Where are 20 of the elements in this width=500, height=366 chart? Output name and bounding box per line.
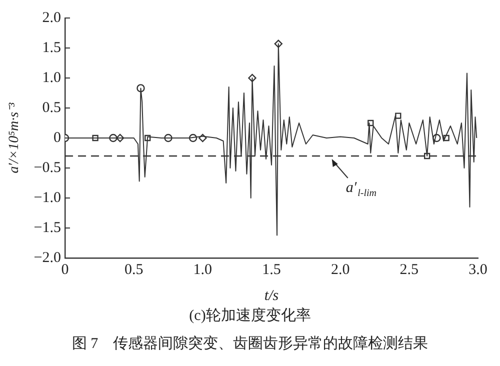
- y-tick-label: −1.5: [34, 220, 62, 236]
- x-axis-title: t/s: [264, 288, 279, 304]
- x-tick-label: 2.0: [330, 262, 350, 278]
- y-tick-label: 0: [54, 130, 62, 146]
- x-tick-label: 2.5: [400, 262, 419, 278]
- x-tick-label: 1.0: [193, 262, 212, 278]
- y-tick-label: −0.5: [34, 160, 62, 176]
- caption: 图 7 传感器间隙突变、齿圈齿形异常的故障检测结果: [70, 334, 430, 353]
- y-tick-label: 1.5: [42, 40, 62, 56]
- point: [395, 112, 402, 119]
- x-tick-label: 3.0: [468, 262, 488, 278]
- x-tick-label: 1.5: [262, 262, 281, 278]
- x-tick-label: 0.5: [124, 262, 144, 278]
- y-axis-title: a′/×10⁵m·s⁻³: [7, 102, 22, 174]
- text: (c)轮加速度变化率: [188, 306, 312, 325]
- y-tick-label: 0.5: [42, 100, 62, 116]
- y-tick-label: 1.0: [42, 70, 62, 86]
- y-tick-label: 2.0: [42, 10, 62, 26]
- y-tick-label: −1.0: [34, 190, 62, 206]
- y-tick-label: −2.0: [34, 250, 62, 266]
